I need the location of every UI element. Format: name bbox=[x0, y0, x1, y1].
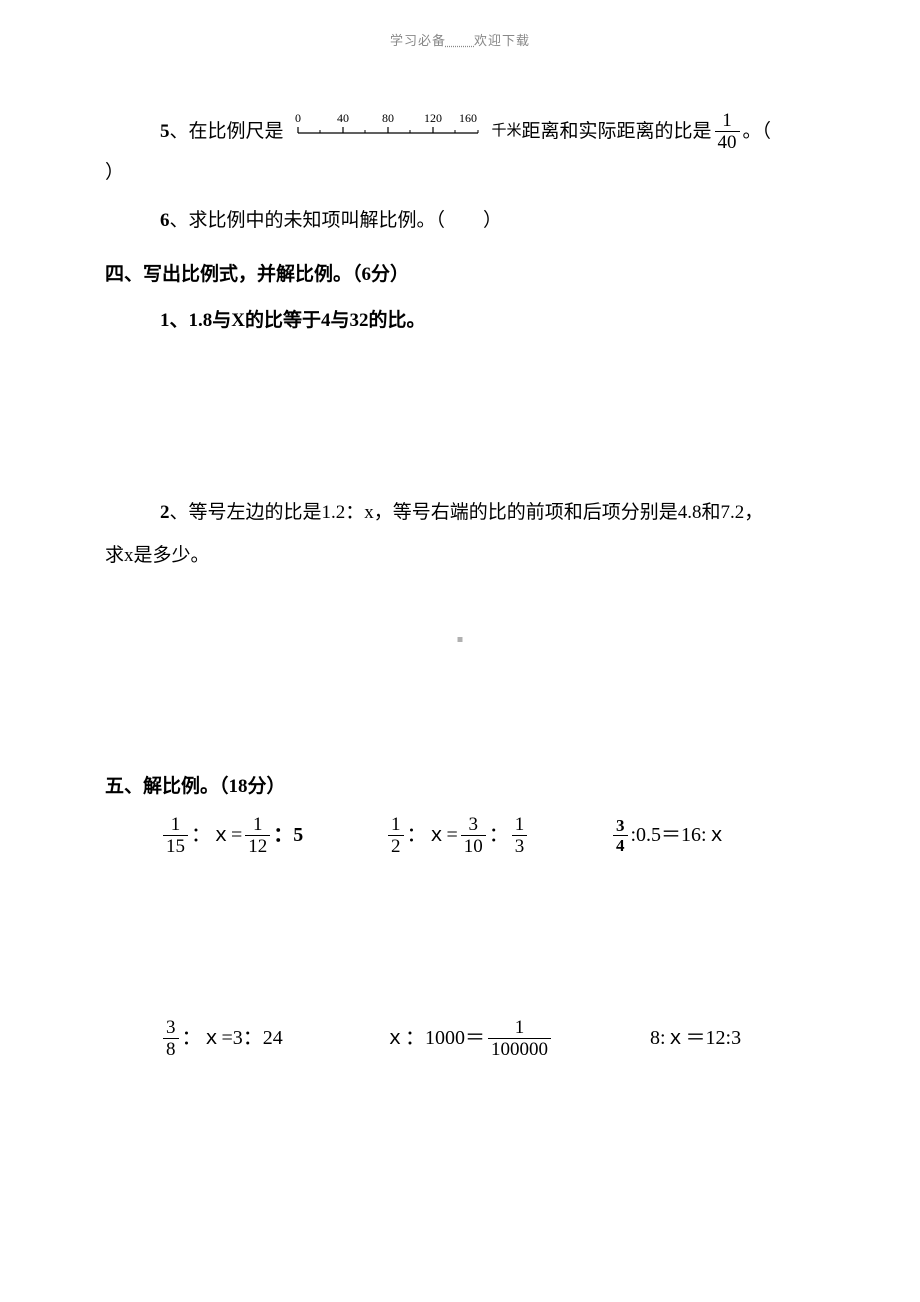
frac: 1 100000 bbox=[488, 1018, 551, 1059]
svg-text:40: 40 bbox=[337, 111, 349, 125]
question-5-line1: 5、在比例尺是 0 40 80 120 160 bbox=[105, 110, 815, 153]
frac-den: 40 bbox=[715, 131, 740, 152]
section4-q1: 1、1.8与X的比等于4与32的比。 bbox=[105, 303, 815, 339]
tail: ：5 bbox=[273, 816, 303, 854]
d: 10 bbox=[461, 835, 486, 856]
frac: 1 12 bbox=[245, 815, 270, 856]
section5-row2: 3 8 ：ｘ=3：24 ｘ：1000＝ 1 100000 8:ｘ＝12:3 bbox=[105, 1018, 815, 1059]
n: 1 bbox=[512, 1018, 528, 1038]
svg-text:80: 80 bbox=[382, 111, 394, 125]
pre: ｘ：1000＝ bbox=[385, 1019, 485, 1057]
d: 8 bbox=[163, 1038, 179, 1059]
mid: ：ｘ= bbox=[407, 816, 458, 854]
s5r2-eq2: ｘ：1000＝ 1 100000 bbox=[385, 1018, 650, 1059]
svg-text:120: 120 bbox=[424, 111, 442, 125]
s4q2-text-a: 、等号左边的比是1.2：x，等号右端的比的前项和后项分别是4.8和7.2， bbox=[170, 502, 764, 523]
question-6: 6、求比例中的未知项叫解比例。（ ） bbox=[105, 203, 815, 239]
text: ：ｘ=3：24 bbox=[182, 1019, 283, 1057]
workspace-gap-1 bbox=[105, 345, 815, 495]
section4-q2-line1: 2、等号左边的比是1.2：x，等号右端的比的前项和后项分别是4.8和7.2， bbox=[105, 495, 815, 531]
n: 3 bbox=[466, 815, 482, 835]
workspace-gap-3 bbox=[105, 856, 815, 1018]
d: 15 bbox=[163, 835, 188, 856]
section-5-heading: 五、解比例。（18分） bbox=[105, 769, 815, 805]
svg-text:0: 0 bbox=[295, 111, 301, 125]
s5r1-eq2: 1 2 ：ｘ= 3 10 ： 1 3 bbox=[385, 815, 610, 856]
text: 8:ｘ＝12:3 bbox=[650, 1019, 741, 1057]
svg-text:160: 160 bbox=[459, 111, 477, 125]
frac: 3 4 bbox=[613, 817, 628, 854]
section5-row1: 1 15 ：ｘ= 1 12 ：5 1 2 ：ｘ= 3 10 bbox=[105, 815, 815, 856]
q5-fraction: 1 40 bbox=[715, 111, 740, 152]
q5-text-after: 距离和实际距离的比是 bbox=[522, 114, 712, 150]
text: :0.5＝16:ｘ bbox=[631, 816, 727, 854]
workspace-gap-2 bbox=[105, 574, 815, 769]
page-body: 5、在比例尺是 0 40 80 120 160 bbox=[0, 0, 920, 1099]
frac-num: 1 bbox=[719, 111, 735, 131]
frac: 1 2 bbox=[388, 815, 404, 856]
n: 1 bbox=[512, 815, 528, 835]
scale-ruler-icon: 0 40 80 120 160 bbox=[288, 110, 488, 153]
d: 4 bbox=[613, 835, 628, 854]
d: 3 bbox=[512, 835, 528, 856]
q6-number: 6 bbox=[160, 210, 170, 231]
s4q2-num: 2 bbox=[160, 502, 170, 523]
q5-number: 5 bbox=[160, 114, 170, 150]
d: 12 bbox=[245, 835, 270, 856]
frac: 1 15 bbox=[163, 815, 188, 856]
s4q2-text-b: 求x是多少。 bbox=[105, 545, 210, 566]
content-area: 5、在比例尺是 0 40 80 120 160 bbox=[105, 30, 815, 1059]
d: 100000 bbox=[488, 1038, 551, 1059]
frac: 3 10 bbox=[461, 815, 486, 856]
n: 3 bbox=[613, 817, 628, 835]
frac: 1 3 bbox=[512, 815, 528, 856]
s5r2-eq1: 3 8 ：ｘ=3：24 bbox=[160, 1018, 385, 1059]
section4-q2-line2: 求x是多少。 bbox=[105, 538, 815, 574]
section-4-heading: 四、写出比例式，并解比例。（6分） bbox=[105, 257, 815, 293]
s5r1-eq3: 3 4 :0.5＝16:ｘ bbox=[610, 816, 815, 854]
s5r1-eq1: 1 15 ：ｘ= 1 12 ：5 bbox=[160, 815, 385, 856]
n: 1 bbox=[388, 815, 404, 835]
s4q1-num: 1 bbox=[160, 310, 170, 331]
frac: 3 8 bbox=[163, 1018, 179, 1059]
mid: ：ｘ= bbox=[191, 816, 242, 854]
q5-text-before: 、在比例尺是 bbox=[170, 114, 284, 150]
n: 1 bbox=[168, 815, 184, 835]
q5-close-paren-text: ） bbox=[105, 162, 124, 183]
d: 2 bbox=[388, 835, 404, 856]
mid2: ： bbox=[489, 816, 509, 854]
q5-period: 。（ bbox=[743, 114, 772, 150]
q6-text: 、求比例中的未知项叫解比例。（ ） bbox=[170, 210, 503, 231]
scale-unit: 千米 bbox=[492, 117, 522, 146]
n: 1 bbox=[250, 815, 266, 835]
s4q1-text: 、1.8与X的比等于4与32的比。 bbox=[170, 310, 426, 331]
n: 3 bbox=[163, 1018, 179, 1038]
s5r2-eq3: 8:ｘ＝12:3 bbox=[650, 1019, 815, 1057]
question-5-line2: ） bbox=[105, 155, 815, 191]
